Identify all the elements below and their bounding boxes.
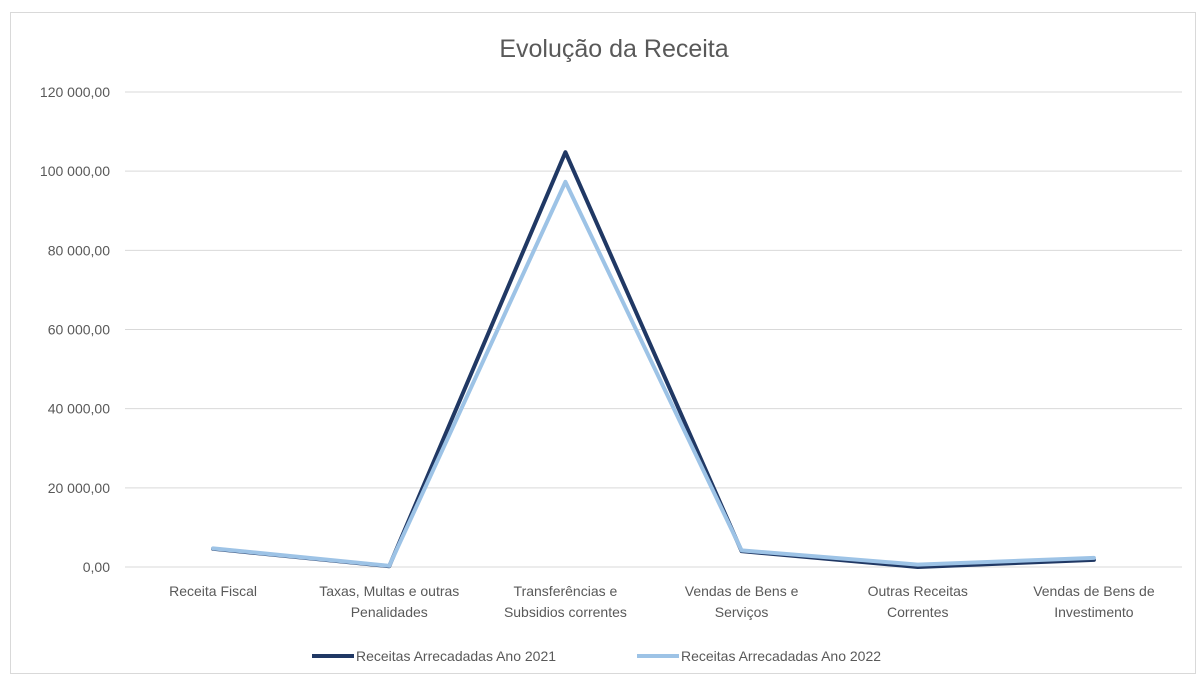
x-axis-categories: Receita Fiscal Taxas, Multas e outras Pena… xyxy=(169,583,1155,620)
y-tick-label: 100 000,00 xyxy=(40,163,110,179)
legend-label-1: Receitas Arrecadadas Ano 2021 xyxy=(356,648,556,664)
y-tick-label: 0,00 xyxy=(83,559,110,575)
series-lines xyxy=(213,152,1094,567)
y-tick-label: 60 000,00 xyxy=(48,322,110,338)
y-tick-label: 80 000,00 xyxy=(48,242,110,258)
x-category-label: Outras Receitas Correntes xyxy=(868,583,968,620)
series-line-2 xyxy=(213,182,1094,566)
legend: Receitas Arrecadadas Ano 2021 Receitas Ar… xyxy=(312,648,881,664)
x-category-label: Taxas, Multas e outras Penalidades xyxy=(319,583,459,620)
x-category-label: Transferências e Subsidios correntes xyxy=(504,583,627,620)
chart-title: Evolução da Receita xyxy=(499,35,728,63)
y-tick-label: 20 000,00 xyxy=(48,480,110,496)
y-axis-ticks: 0,00 20 000,00 40 000,00 60 000,00 80 000,00… xyxy=(40,84,110,575)
y-tick-label: 120 000,00 xyxy=(40,84,110,100)
y-tick-label: 40 000,00 xyxy=(48,401,110,417)
legend-label-2: Receitas Arrecadadas Ano 2022 xyxy=(681,648,881,664)
grid-lines xyxy=(125,92,1182,567)
x-category-label: Vendas de Bens de Investimento xyxy=(1033,583,1155,620)
series-line-1 xyxy=(213,152,1094,567)
x-category-label: Receita Fiscal xyxy=(169,583,257,599)
x-category-label: Vendas de Bens e Serviços xyxy=(685,583,799,620)
